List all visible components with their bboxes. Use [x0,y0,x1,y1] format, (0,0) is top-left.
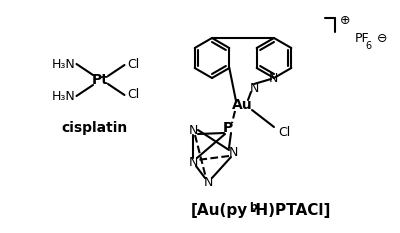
Text: ⊕: ⊕ [340,14,350,27]
Text: H₃N: H₃N [52,58,75,71]
Text: Au: Au [232,98,252,112]
Text: ⊖: ⊖ [377,31,387,45]
Text: N: N [268,72,278,86]
Text: P: P [223,121,233,135]
Text: -H)PTACl]: -H)PTACl] [249,202,330,217]
Text: 6: 6 [365,41,371,51]
Text: Cl: Cl [127,58,140,72]
Text: N: N [249,82,259,95]
Text: N: N [188,123,198,137]
Text: Cl: Cl [127,89,140,102]
Text: cisplatin: cisplatin [62,121,128,135]
Text: b: b [249,202,257,212]
Text: Pt: Pt [92,73,108,87]
Text: Cl: Cl [278,126,290,138]
Text: N: N [188,155,198,168]
Text: N: N [228,145,238,158]
Text: H₃N: H₃N [52,89,75,103]
Text: [Au(py: [Au(py [191,202,248,217]
Text: N: N [203,175,213,188]
Text: PF: PF [355,31,370,45]
